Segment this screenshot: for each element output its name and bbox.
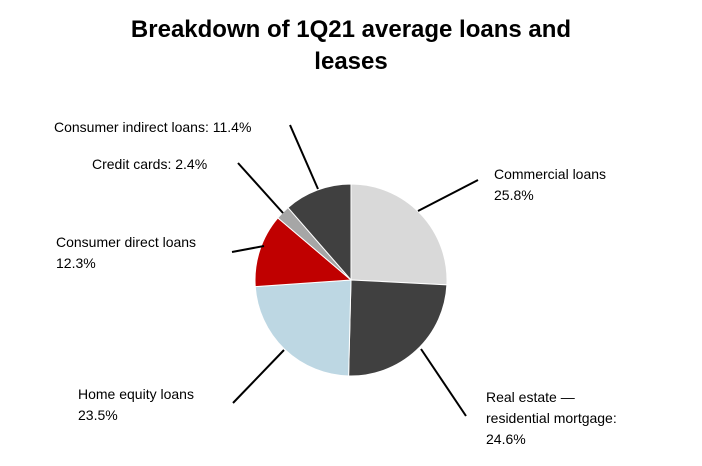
leader-line-consumer-indirect [289, 124, 319, 190]
pie-slice-commercial [350, 183, 448, 286]
label-real-estate-value: 24.6% [486, 431, 526, 447]
label-consumer-direct-loans: Consumer direct loans 12.3% [56, 232, 196, 274]
leader-line-consumer-direct [231, 245, 265, 253]
chart-title: Breakdown of 1Q21 average loans and leas… [0, 14, 702, 78]
label-real-estate-name-line-2: residential mortgage: [486, 410, 617, 426]
label-commercial-loans-name: Commercial loans [494, 166, 607, 182]
label-credit-cards-name: Credit cards: 2.4% [92, 156, 208, 172]
label-consumer-direct-name: Consumer direct loans [56, 234, 197, 250]
label-home-equity-name: Home equity loans [78, 386, 194, 402]
pie-slice-real-estate [348, 279, 448, 377]
label-consumer-indirect-loans: Consumer indirect loans: 11.4% [54, 117, 251, 138]
label-home-equity-loans: Home equity loans 23.5% [78, 384, 194, 426]
label-commercial-loans: Commercial loans 25.8% [494, 164, 606, 206]
pie-slice-consumer-indirect [287, 183, 352, 282]
label-consumer-direct-value: 12.3% [56, 255, 96, 271]
chart-title-line-1: Breakdown of 1Q21 average loans and [130, 16, 572, 43]
leader-line-commercial [417, 179, 479, 212]
label-real-estate-name-line-1: Real estate — [486, 389, 575, 405]
leader-line-home-equity [232, 349, 285, 404]
label-consumer-indirect-name: Consumer indirect loans: 11.4% [54, 119, 252, 135]
label-home-equity-value: 23.5% [78, 407, 118, 423]
label-credit-cards: Credit cards: 2.4% [92, 154, 207, 175]
label-commercial-loans-value: 25.8% [494, 187, 534, 203]
chart-title-line-2: leases [314, 48, 388, 75]
pie-slice-consumer-direct [254, 217, 353, 288]
leader-line-real-estate [420, 348, 467, 417]
pie-slice-home-equity [254, 279, 352, 377]
leader-line-credit-cards [237, 162, 284, 214]
label-real-estate-mortgage: Real estate — residential mortgage: 24.6… [486, 387, 617, 450]
